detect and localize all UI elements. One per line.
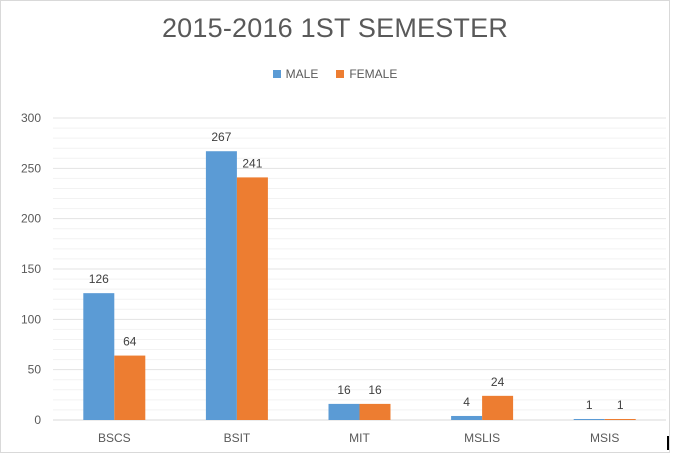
edge-mark: [667, 436, 669, 450]
data-label-female: 24: [491, 375, 505, 389]
x-tick-label: MIT: [349, 431, 370, 445]
bar-female: [604, 418, 636, 420]
y-tick-label: 250: [21, 161, 41, 175]
x-tick-label: BSIT: [224, 431, 251, 445]
x-tick-label: MSLIS: [464, 431, 500, 445]
chart-title: 2015-2016 1ST SEMESTER: [161, 13, 509, 43]
y-tick-label: 150: [21, 262, 41, 276]
data-label-male: 267: [211, 130, 231, 144]
y-tick-label: 50: [28, 363, 42, 377]
legend-label-female: FEMALE: [349, 67, 398, 81]
data-label-male: 16: [337, 383, 351, 397]
x-tick-label: MSIS: [590, 431, 619, 445]
legend-item-male: MALE: [272, 67, 319, 81]
bar-male: [83, 293, 115, 420]
data-label-male: 126: [89, 272, 109, 286]
bar-female: [236, 177, 268, 420]
y-tick-label: 200: [21, 212, 41, 226]
legend: MALE FEMALE: [1, 67, 669, 81]
x-tick-label: BSCS: [98, 431, 131, 445]
y-tick-label: 0: [34, 413, 41, 427]
bar-female: [359, 403, 391, 420]
bar-male: [451, 415, 483, 420]
data-label-female: 16: [368, 383, 382, 397]
legend-label-male: MALE: [285, 67, 319, 81]
legend-item-female: FEMALE: [336, 67, 397, 81]
legend-swatch-female: [336, 70, 345, 78]
y-tick-label: 100: [21, 312, 41, 326]
bar-female: [482, 395, 514, 420]
bar-female: [114, 355, 146, 420]
data-label-female: 1: [617, 398, 624, 412]
y-tick-label: 300: [21, 111, 41, 125]
data-label-female: 241: [242, 156, 262, 170]
data-label-male: 4: [463, 395, 470, 409]
data-label-male: 1: [586, 398, 593, 412]
bar-male: [328, 403, 360, 420]
bar-male: [573, 418, 605, 420]
bar-male: [205, 151, 237, 420]
data-label-female: 64: [123, 335, 137, 349]
legend-swatch-male: [272, 70, 281, 78]
